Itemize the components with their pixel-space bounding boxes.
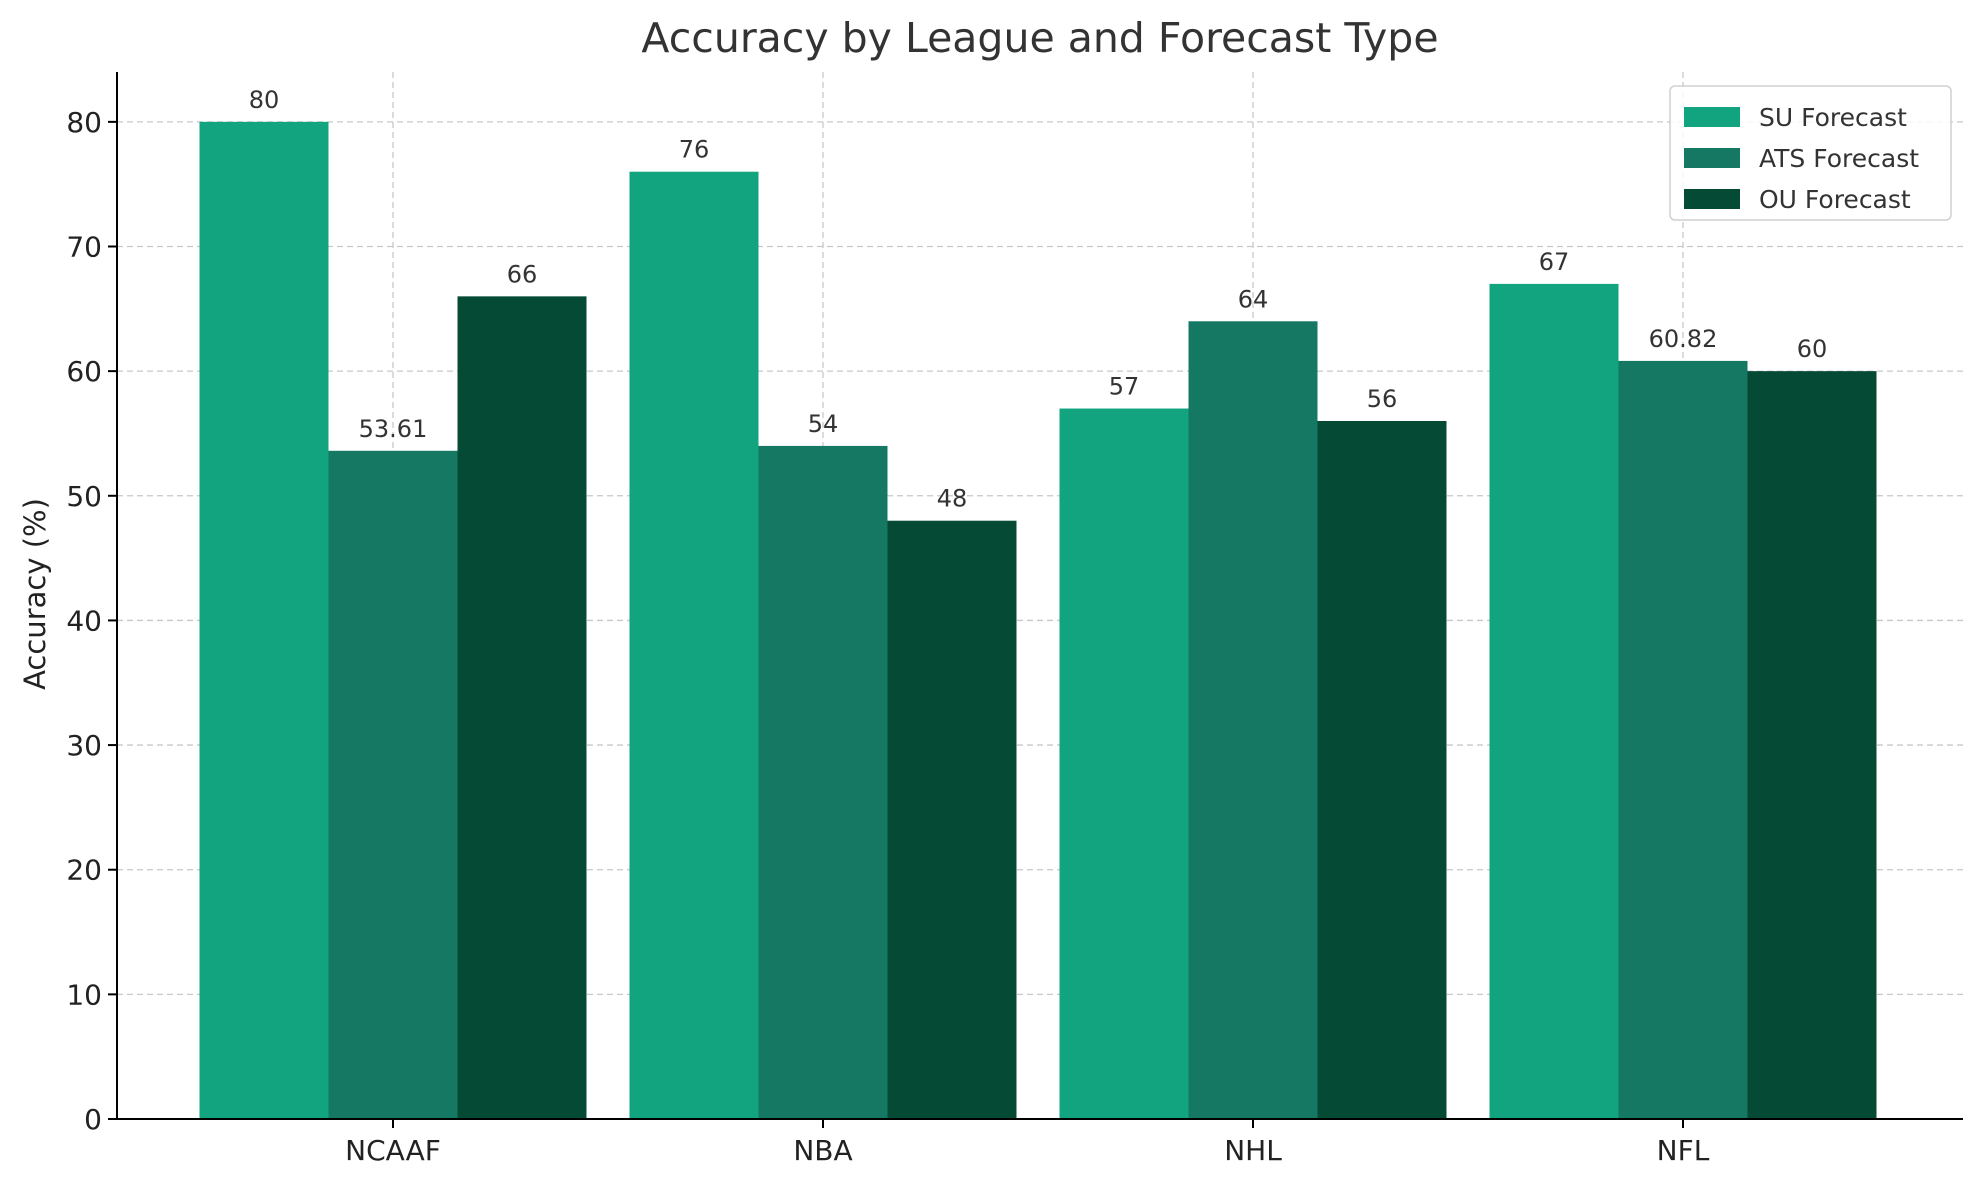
y-tick-label: 40 xyxy=(66,604,102,637)
bars xyxy=(199,121,1877,1120)
bar-nba-3 xyxy=(887,520,1017,1119)
y-axis-label: Accuracy (%) xyxy=(18,498,52,690)
legend-label: ATS Forecast xyxy=(1759,144,1919,173)
bar-ncaaf-1 xyxy=(199,121,329,1120)
data-label: 57 xyxy=(1109,373,1140,401)
y-tick-label: 0 xyxy=(84,1103,102,1136)
x-tick-label: NCAAF xyxy=(345,1134,441,1167)
data-label: 53.61 xyxy=(359,415,428,443)
bar-nba-1 xyxy=(629,171,759,1119)
bar-nhl-3 xyxy=(1317,421,1447,1119)
y-tick-label: 50 xyxy=(66,480,102,513)
x-tick-label: NBA xyxy=(793,1134,852,1167)
legend-swatch xyxy=(1684,189,1740,209)
data-label: 54 xyxy=(808,410,839,438)
data-label: 67 xyxy=(1539,248,1570,276)
data-label: 60.82 xyxy=(1649,325,1718,353)
bar-nhl-2 xyxy=(1188,321,1318,1119)
bar-ncaaf-2 xyxy=(328,450,458,1119)
data-label: 80 xyxy=(249,86,280,114)
y-tick-label: 10 xyxy=(66,978,102,1011)
bar-nba-2 xyxy=(758,445,888,1119)
bar-nhl-1 xyxy=(1059,408,1189,1119)
data-label: 60 xyxy=(1797,335,1828,363)
axes: 0 10 20 30 40 50 60 70 80 NCAAF NBA NHL NFL xyxy=(66,72,1963,1167)
data-label: 56 xyxy=(1367,385,1398,413)
y-tick-label: 60 xyxy=(66,355,102,388)
legend-label: SU Forecast xyxy=(1759,103,1907,132)
y-tick-label: 80 xyxy=(66,106,102,139)
x-tick-label: NHL xyxy=(1224,1134,1282,1167)
bar-nfl-3 xyxy=(1747,371,1877,1120)
legend-label: OU Forecast xyxy=(1759,185,1911,214)
legend-swatch xyxy=(1684,107,1740,127)
data-label: 48 xyxy=(937,485,968,513)
y-tick-label: 70 xyxy=(66,231,102,264)
x-tick-label: NFL xyxy=(1657,1134,1710,1167)
legend: SU Forecast ATS Forecast OU Forecast xyxy=(1669,85,1952,221)
bar-ncaaf-3 xyxy=(457,296,587,1119)
data-label: 66 xyxy=(507,260,538,288)
data-label: 76 xyxy=(679,136,710,164)
chart-title: Accuracy by League and Forecast Type xyxy=(641,14,1438,62)
bar-nfl-2 xyxy=(1618,360,1748,1120)
bar-nfl-1 xyxy=(1489,283,1619,1120)
data-label: 64 xyxy=(1238,285,1269,313)
y-tick-label: 30 xyxy=(66,729,102,762)
y-tick-label: 20 xyxy=(66,854,102,887)
legend-box xyxy=(1669,85,1952,221)
legend-swatch xyxy=(1684,148,1740,168)
data-labels: 80 76 57 67 53.61 54 64 60.82 66 48 56 60 xyxy=(249,86,1828,513)
